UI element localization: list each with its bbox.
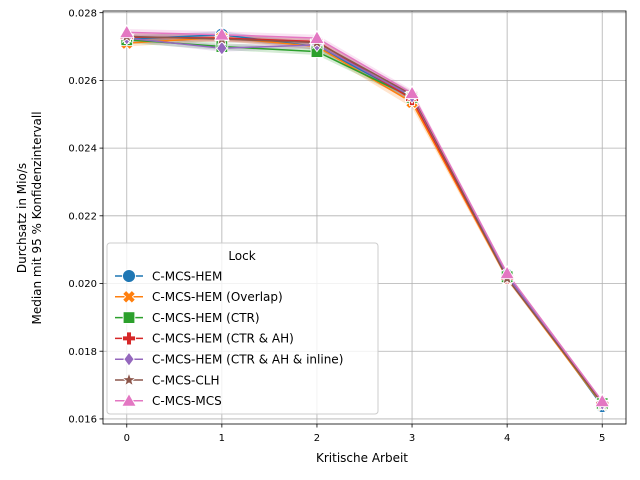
data-point-marker	[309, 30, 325, 44]
legend-label: C-MCS-MCS	[152, 394, 222, 408]
legend-marker	[120, 371, 138, 387]
y-tick-label: 0.020	[68, 279, 97, 290]
series-line	[126, 37, 603, 404]
plot-frame	[102, 10, 627, 425]
x-axis-ticks: 0 1 2 3 4 5	[124, 424, 605, 444]
legend-title: Lock	[228, 249, 255, 263]
x-tick-label: 1	[219, 433, 225, 444]
legend-marker	[122, 269, 136, 283]
x-tick-label: 5	[599, 433, 605, 444]
y-axis-label-line-1: Durchsatz in Mio/s	[15, 163, 29, 273]
data-point-marker	[213, 26, 230, 41]
legend-label: C-MCS-HEM (CTR & AH & inline)	[152, 353, 343, 367]
legend-label: C-MCS-HEM	[152, 269, 222, 283]
series-line	[126, 35, 603, 404]
series-lines	[126, 31, 603, 407]
legend-marker	[122, 331, 136, 346]
data-point-marker	[594, 393, 611, 408]
y-tick-label: 0.018	[68, 347, 97, 358]
grid-lines	[103, 11, 626, 424]
y-tick-label: 0.022	[68, 211, 97, 222]
legend-label: C-MCS-HEM (CTR)	[152, 311, 260, 325]
data-point-marker	[216, 40, 228, 56]
legend-box	[106, 242, 379, 415]
legend-marker	[122, 289, 136, 304]
data-point-marker	[499, 265, 516, 280]
legend-marker	[123, 351, 135, 367]
y-axis-label-line-2: Median mit 95 % Konfidenzintervall	[30, 111, 44, 324]
x-tick-label: 3	[409, 433, 415, 444]
y-tick-label: 0.028	[68, 8, 97, 19]
legend-marker	[122, 311, 136, 324]
series-markers	[118, 24, 611, 414]
y-tick-label: 0.026	[68, 76, 97, 87]
y-tick-label: 0.024	[68, 144, 97, 155]
y-tick-label: 0.016	[68, 415, 97, 426]
legend-items: C-MCS-HEM C-MCS-HEM (Overlap) C-MCS-HEM (C…	[115, 269, 343, 408]
data-point-marker	[118, 24, 135, 39]
x-axis-label: Kritische Arbeit	[316, 451, 408, 465]
x-tick-label: 2	[314, 433, 320, 444]
x-tick-label: 0	[124, 433, 130, 444]
legend-label: C-MCS-HEM (CTR & AH)	[152, 332, 294, 346]
legend-label: C-MCS-HEM (Overlap)	[152, 290, 283, 304]
legend-marker	[121, 392, 137, 407]
y-axis-ticks: 0.016 0.018 0.020 0.022 0.024 0.026 0.028	[68, 8, 103, 426]
series-line	[126, 31, 603, 402]
x-tick-label: 4	[504, 433, 510, 444]
legend-label: C-MCS-CLH	[152, 373, 219, 387]
data-point-marker	[404, 85, 420, 100]
